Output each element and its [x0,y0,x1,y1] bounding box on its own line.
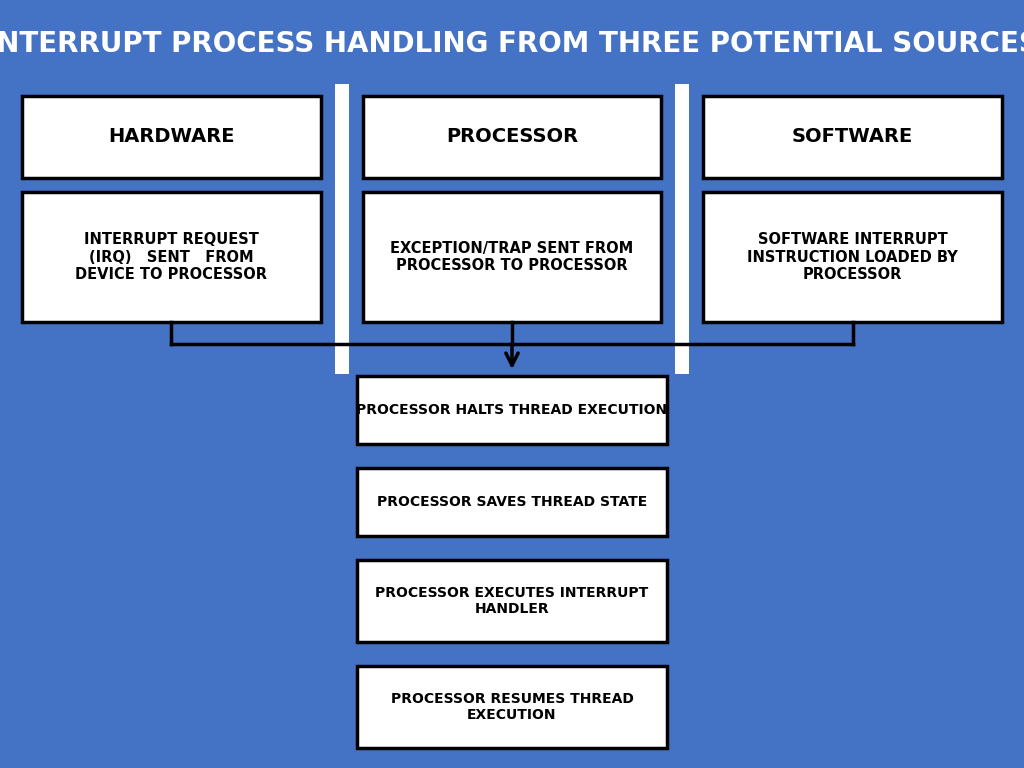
Bar [703,192,1002,322]
Bar [22,192,321,322]
Text: SOFTWARE INTERRUPT
INSTRUCTION LOADED BY
PROCESSOR: SOFTWARE INTERRUPT INSTRUCTION LOADED BY… [748,232,958,282]
Bar [357,666,667,748]
Text: HARDWARE: HARDWARE [109,127,234,147]
Text: PROCESSOR HALTS THREAD EXECUTION: PROCESSOR HALTS THREAD EXECUTION [356,403,668,417]
Text: INTERRUPT REQUEST
(IRQ)   SENT   FROM
DEVICE TO PROCESSOR: INTERRUPT REQUEST (IRQ) SENT FROM DEVICE… [76,232,267,282]
Bar [362,96,662,178]
Bar [22,96,321,178]
Bar [362,192,662,322]
Text: EXCEPTION/TRAP SENT FROM
PROCESSOR TO PROCESSOR: EXCEPTION/TRAP SENT FROM PROCESSOR TO PR… [390,241,634,273]
Bar [335,84,348,374]
Text: SOFTWARE: SOFTWARE [792,127,913,147]
Bar [676,84,689,374]
Text: INTERRUPT PROCESS HANDLING FROM THREE POTENTIAL SOURCES: INTERRUPT PROCESS HANDLING FROM THREE PO… [0,30,1024,58]
Bar [703,96,1002,178]
Bar [8,8,1016,80]
Text: PROCESSOR RESUMES THREAD
EXECUTION: PROCESSOR RESUMES THREAD EXECUTION [390,692,634,722]
Text: PROCESSOR EXECUTES INTERRUPT
HANDLER: PROCESSOR EXECUTES INTERRUPT HANDLER [376,586,648,616]
Bar [357,376,667,444]
Bar [357,468,667,536]
Text: PROCESSOR: PROCESSOR [445,127,579,147]
Bar [357,560,667,642]
Text: PROCESSOR SAVES THREAD STATE: PROCESSOR SAVES THREAD STATE [377,495,647,509]
